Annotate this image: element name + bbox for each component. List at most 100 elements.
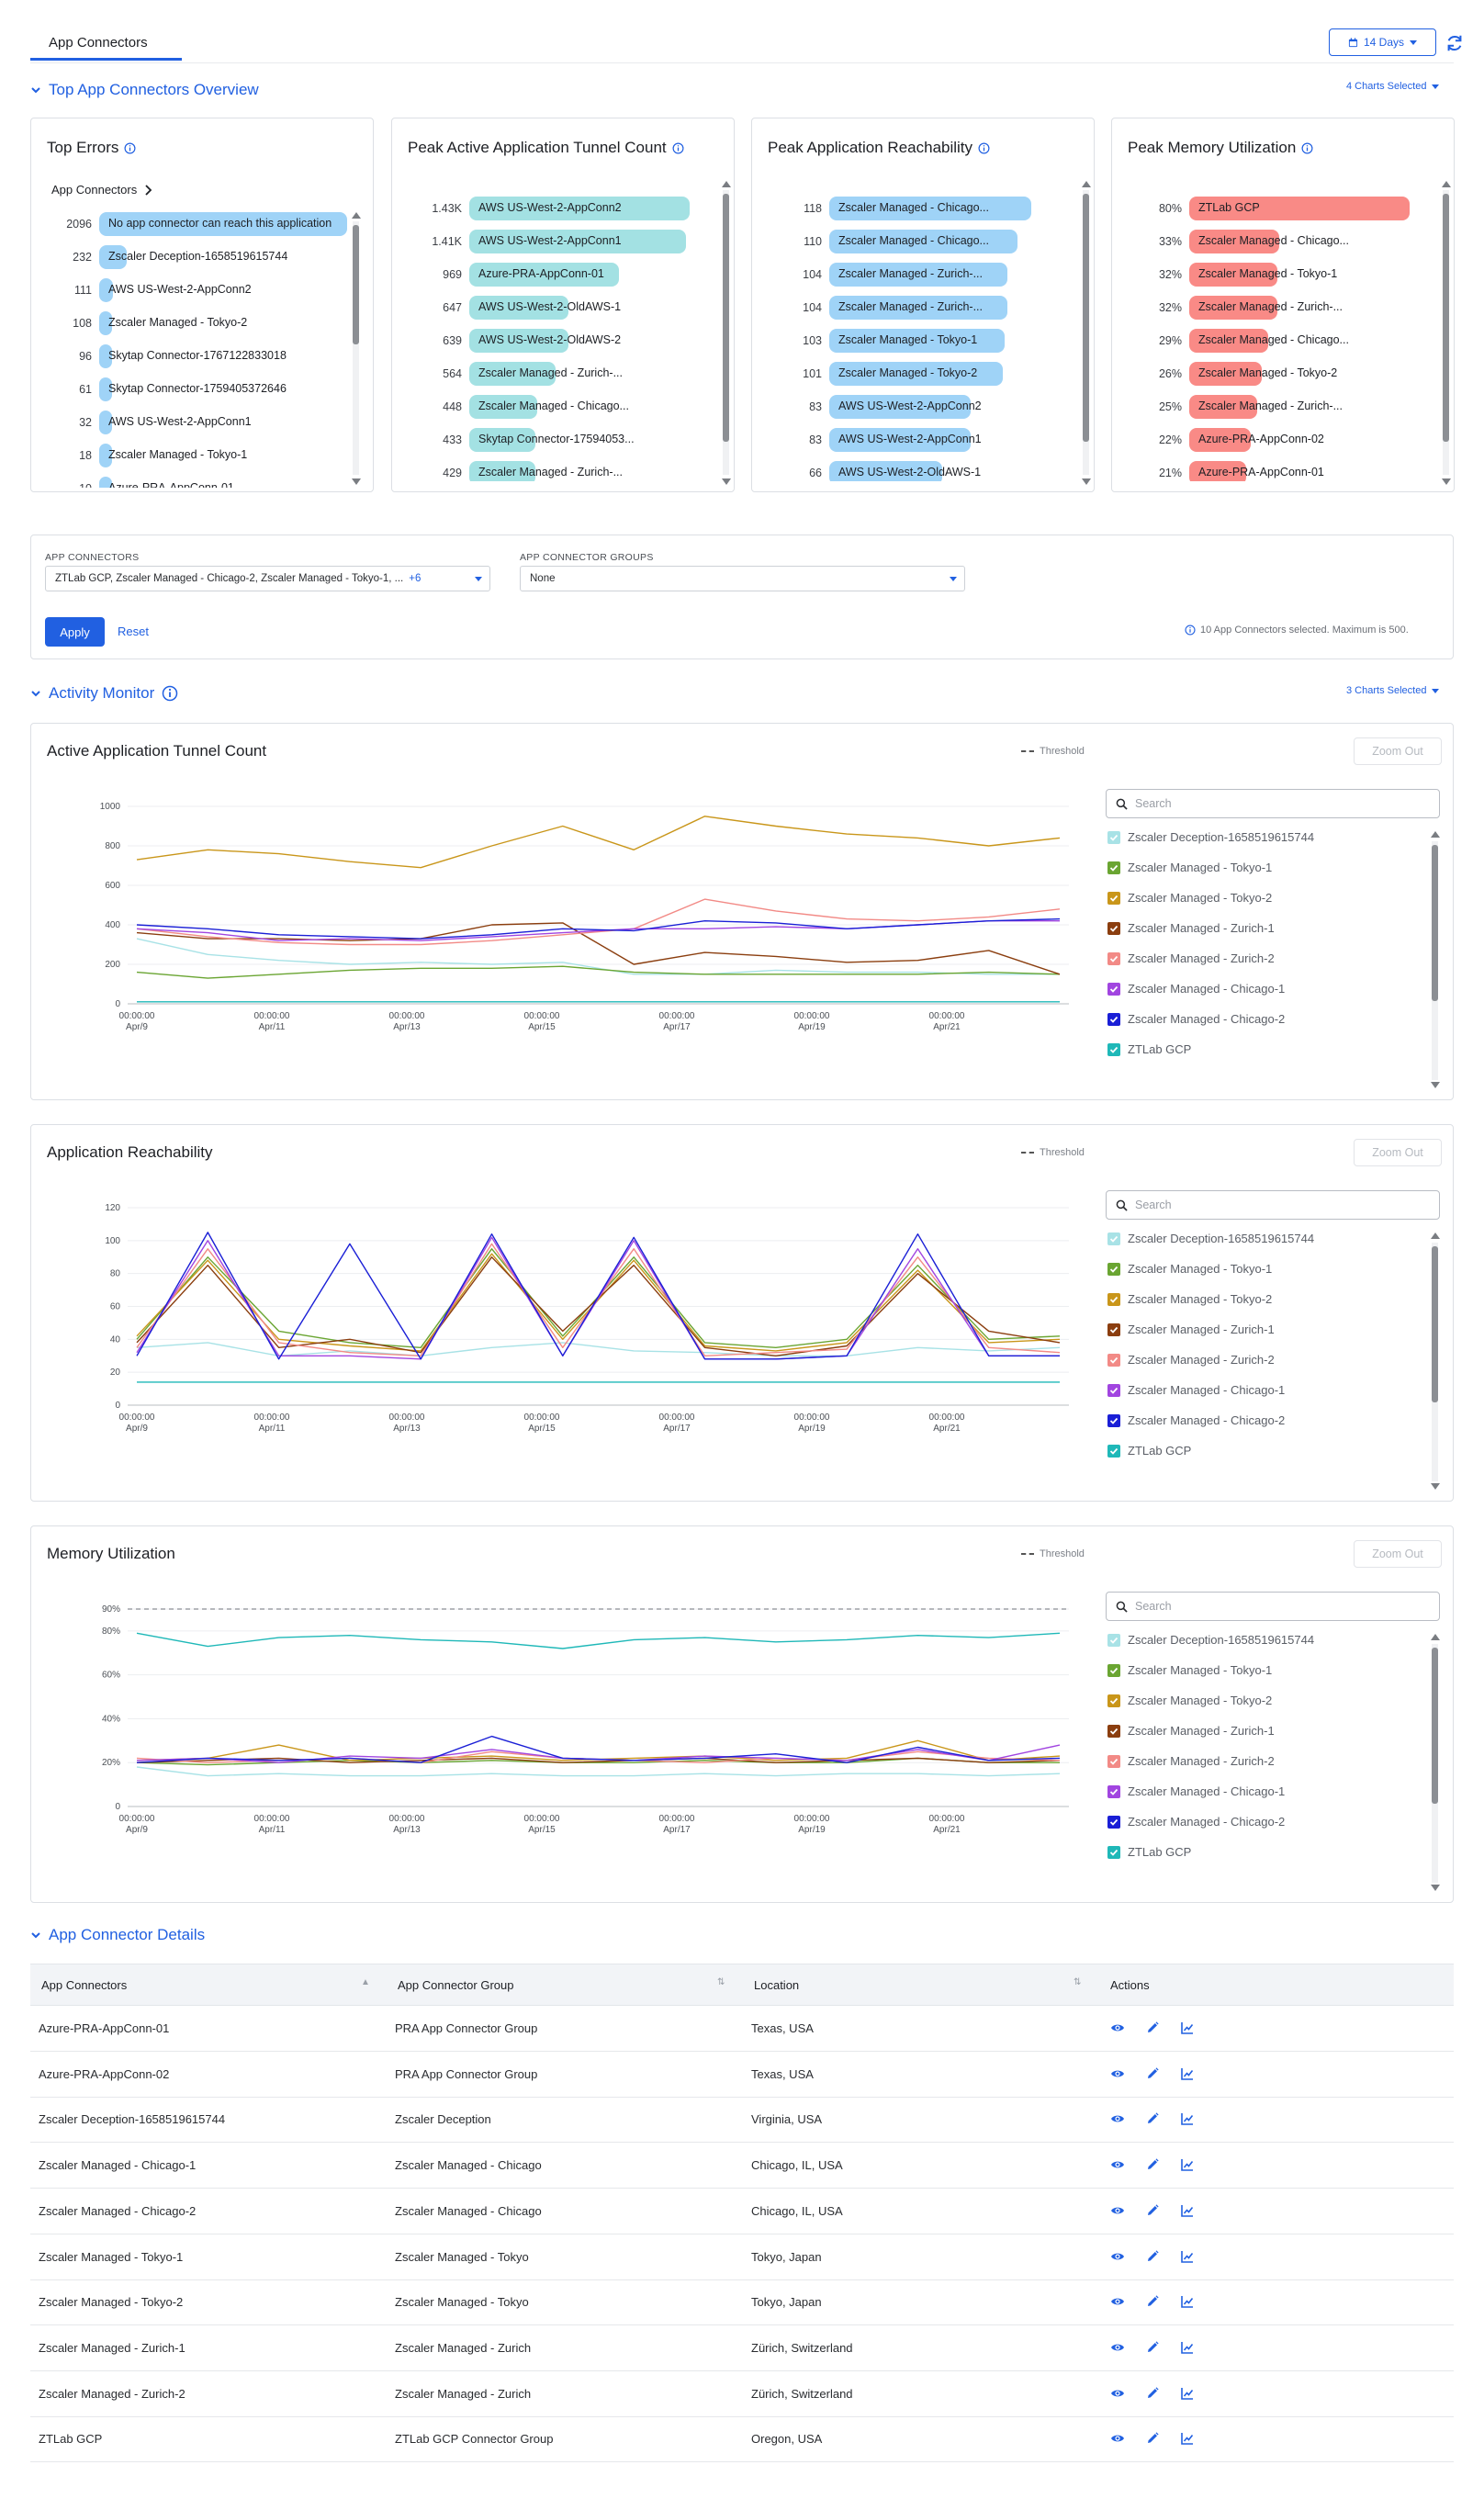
view-icon[interactable]: [1110, 2111, 1127, 2128]
scroll-down-icon[interactable]: [1442, 478, 1451, 485]
sort-icon[interactable]: ⇅: [1074, 1977, 1082, 1987]
bar[interactable]: [99, 278, 113, 302]
bar[interactable]: [469, 461, 535, 481]
scrollbar-thumb[interactable]: [723, 194, 729, 442]
legend-search-input[interactable]: Search: [1106, 1592, 1440, 1621]
edit-icon[interactable]: [1145, 2431, 1162, 2448]
checkbox-checked-icon[interactable]: [1107, 1292, 1120, 1306]
top-errors-drilldown[interactable]: App Connectors: [51, 183, 152, 197]
reset-button[interactable]: Reset: [118, 625, 149, 638]
scroll-up-icon[interactable]: [352, 212, 361, 219]
table-row[interactable]: ZTLab GCP ZTLab GCP Connector Group Oregon…: [30, 2416, 1454, 2463]
bar[interactable]: [829, 296, 1007, 320]
checkbox-checked-icon[interactable]: [1107, 921, 1120, 935]
edit-icon[interactable]: [1145, 2066, 1162, 2083]
checkbox-checked-icon[interactable]: [1107, 1323, 1120, 1336]
legend-item[interactable]: Zscaler Managed - Tokyo-2: [1107, 891, 1272, 905]
bar-row[interactable]: 448 Zscaler Managed - Chicago...: [392, 395, 690, 419]
scroll-down-icon[interactable]: [722, 478, 731, 485]
bar-row[interactable]: 232 Zscaler Deception-1658519615744: [39, 245, 347, 269]
series-line[interactable]: [136, 917, 1061, 940]
bar-row[interactable]: 429 Zscaler Managed - Zurich-...: [392, 461, 690, 481]
bar-row[interactable]: 1.41K AWS US-West-2-AppConn1: [392, 230, 690, 253]
checkbox-checked-icon[interactable]: [1107, 1444, 1120, 1458]
view-icon[interactable]: [1110, 2203, 1127, 2220]
series-line[interactable]: [136, 1342, 1061, 1357]
series-line[interactable]: [136, 1232, 1060, 1360]
bar[interactable]: [1189, 362, 1263, 386]
edit-icon[interactable]: [1145, 2020, 1162, 2037]
bar[interactable]: [99, 477, 112, 488]
checkbox-checked-icon[interactable]: [1107, 951, 1120, 965]
scrollbar-thumb[interactable]: [1083, 194, 1089, 442]
bar-row[interactable]: 61 Skytap Connector-1759405372646: [39, 377, 347, 401]
checkbox-checked-icon[interactable]: [1107, 982, 1120, 996]
info-icon[interactable]: [978, 142, 990, 154]
series-line[interactable]: [136, 816, 1061, 869]
series-line[interactable]: [136, 898, 1061, 946]
checkbox-checked-icon[interactable]: [1107, 1413, 1120, 1427]
bar-row[interactable]: 18 Zscaler Managed - Tokyo-1: [39, 444, 347, 467]
edit-icon[interactable]: [1145, 2294, 1162, 2311]
bar[interactable]: [99, 411, 112, 434]
date-range-button[interactable]: 14 Days: [1329, 28, 1436, 56]
bar-row[interactable]: 83 AWS US-West-2-AppConn1: [752, 428, 1031, 452]
line-chart[interactable]: 020%40%60%80%90%00:00:00Apr/900:00:00Apr…: [40, 1581, 1078, 1857]
chart-icon[interactable]: [1180, 2294, 1197, 2311]
chart-icon[interactable]: [1180, 2386, 1197, 2403]
bar[interactable]: [829, 230, 1017, 253]
bar-row[interactable]: 101 Zscaler Managed - Tokyo-2: [752, 362, 1031, 386]
view-icon[interactable]: [1110, 2066, 1127, 2083]
scroll-up-icon[interactable]: [1082, 181, 1091, 187]
legend-item[interactable]: Zscaler Deception-1658519615744: [1107, 1232, 1314, 1245]
legend-item[interactable]: Zscaler Managed - Chicago-1: [1107, 1784, 1285, 1798]
chart-icon[interactable]: [1180, 2340, 1197, 2357]
legend-item[interactable]: Zscaler Managed - Chicago-2: [1107, 1012, 1285, 1026]
edit-icon[interactable]: [1145, 2111, 1162, 2128]
legend-item[interactable]: Zscaler Managed - Tokyo-1: [1107, 1262, 1272, 1276]
legend-item[interactable]: Zscaler Managed - Zurich-1: [1107, 1724, 1275, 1738]
groups-select[interactable]: None: [520, 566, 965, 591]
scrollbar-thumb[interactable]: [1443, 194, 1449, 442]
checkbox-checked-icon[interactable]: [1107, 1353, 1120, 1367]
view-icon[interactable]: [1110, 2157, 1127, 2174]
legend-search-input[interactable]: Search: [1106, 789, 1440, 818]
table-row[interactable]: Zscaler Managed - Zurich-2 Zscaler Manage…: [30, 2371, 1454, 2417]
bar[interactable]: [829, 197, 1031, 220]
bar-row[interactable]: 26% Zscaler Managed - Tokyo-2: [1112, 362, 1410, 386]
series-line[interactable]: [136, 1766, 1061, 1777]
edit-icon[interactable]: [1145, 2386, 1162, 2403]
bar[interactable]: [829, 263, 1007, 287]
checkbox-checked-icon[interactable]: [1107, 1754, 1120, 1768]
series-line[interactable]: [136, 922, 1061, 975]
overview-section-header[interactable]: Top App Connectors Overview: [30, 81, 259, 99]
column-header-location[interactable]: Location: [754, 1978, 800, 1992]
scroll-up-icon[interactable]: [1442, 181, 1451, 187]
bar-row[interactable]: 21% Azure-PRA-AppConn-01: [1112, 461, 1410, 481]
bar-row[interactable]: 22% Azure-PRA-AppConn-02: [1112, 428, 1410, 452]
apply-button[interactable]: Apply: [45, 617, 105, 647]
table-row[interactable]: Zscaler Deception-1658519615744 Zscaler D…: [30, 2097, 1454, 2144]
bar[interactable]: [469, 428, 535, 452]
legend-item[interactable]: ZTLab GCP: [1107, 1042, 1191, 1056]
bar[interactable]: [829, 395, 971, 419]
bar[interactable]: [469, 230, 687, 253]
zoom-out-button[interactable]: Zoom Out: [1354, 737, 1442, 765]
edit-icon[interactable]: [1145, 2340, 1162, 2357]
bar[interactable]: [99, 245, 127, 269]
scrollbar-thumb[interactable]: [1432, 1648, 1438, 1804]
edit-icon[interactable]: [1145, 2157, 1162, 2174]
bar-row[interactable]: 10 Azure-PRA-AppConn-01: [39, 477, 347, 488]
bar[interactable]: [1189, 263, 1277, 287]
zoom-out-button[interactable]: Zoom Out: [1354, 1540, 1442, 1568]
info-icon[interactable]: [672, 142, 684, 154]
bar-row[interactable]: 564 Zscaler Managed - Zurich-...: [392, 362, 690, 386]
bar[interactable]: [99, 377, 112, 401]
scroll-down-icon[interactable]: [1431, 1082, 1440, 1088]
legend-item[interactable]: Zscaler Managed - Tokyo-1: [1107, 1663, 1272, 1677]
legend-item[interactable]: Zscaler Deception-1658519615744: [1107, 1633, 1314, 1647]
bar-row[interactable]: 2096 No app connector can reach this appl…: [39, 212, 347, 236]
bar[interactable]: [1189, 461, 1247, 481]
bar-row[interactable]: 111 AWS US-West-2-AppConn2: [39, 278, 347, 302]
bar[interactable]: [99, 344, 112, 368]
